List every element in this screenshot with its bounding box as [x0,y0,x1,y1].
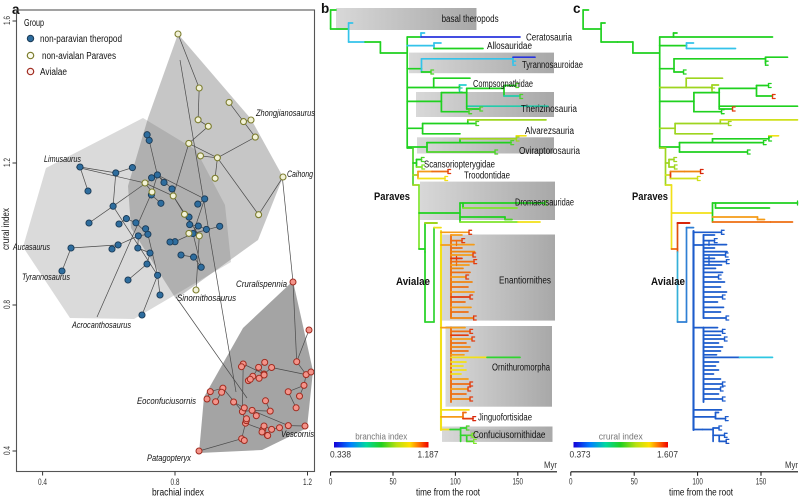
svg-text:Myr: Myr [544,460,557,471]
svg-text:Oviraptorosauria: Oviraptorosauria [519,146,580,157]
svg-text:Tyrannosauroidae: Tyrannosauroidae [522,60,583,71]
svg-text:Vescornis: Vescornis [281,429,314,440]
svg-text:Scansoriopterygidae: Scansoriopterygidae [424,160,495,171]
svg-text:Alvarezsauria: Alvarezsauria [525,126,574,137]
svg-text:Ornithuromorpha: Ornithuromorpha [492,363,550,374]
svg-text:0.373: 0.373 [570,450,591,461]
svg-text:Group: Group [24,17,44,29]
svg-text:crural index: crural index [599,432,643,443]
svg-text:50: 50 [390,476,397,487]
svg-text:Aucasaurus: Aucasaurus [12,242,50,253]
svg-text:b: b [321,1,329,16]
svg-text:0.4: 0.4 [38,477,47,487]
svg-text:Allosauridae: Allosauridae [487,41,532,52]
svg-text:Enantiornithes: Enantiornithes [499,276,551,287]
svg-text:1.2: 1.2 [2,158,12,167]
svg-text:Avialae: Avialae [40,67,67,78]
svg-text:time from the root: time from the root [416,488,480,499]
svg-text:1.6: 1.6 [2,16,12,25]
svg-text:c: c [573,1,581,16]
svg-text:Limusaurus: Limusaurus [44,154,81,165]
svg-text:basal theropods: basal theropods [442,14,499,25]
svg-text:branchia index: branchia index [355,432,407,443]
svg-text:1.187: 1.187 [418,450,439,461]
svg-text:0.338: 0.338 [330,450,351,461]
svg-text:50: 50 [631,476,638,487]
svg-text:Avialae: Avialae [651,276,685,288]
svg-text:Zhongjianosaurus: Zhongjianosaurus [255,108,315,119]
svg-text:Ceratosauria: Ceratosauria [526,33,572,44]
svg-text:0.4: 0.4 [2,446,12,455]
svg-text:0.8: 0.8 [2,300,12,309]
svg-text:Cruralispennia: Cruralispennia [236,279,287,290]
svg-text:Patagopteryx: Patagopteryx [147,453,192,464]
svg-text:150: 150 [756,476,767,487]
svg-text:Dromaeosauridae: Dromaeosauridae [515,198,574,209]
svg-text:100: 100 [692,476,703,487]
svg-text:crural index: crural index [1,208,12,250]
svg-text:Eoconfuciusornis: Eoconfuciusornis [137,396,196,407]
svg-text:Paraves: Paraves [374,191,410,203]
svg-text:non-paravian theropod: non-paravian theropod [40,34,122,45]
svg-text:Avialae: Avialae [396,276,430,288]
svg-text:Confuciusornithidae: Confuciusornithidae [473,430,546,441]
svg-text:0: 0 [569,476,573,487]
svg-text:Tyrannosaurus: Tyrannosaurus [22,272,70,283]
svg-text:Jinguofortisidae: Jinguofortisidae [478,413,532,424]
svg-text:Caihong: Caihong [287,169,314,180]
svg-text:150: 150 [513,476,524,487]
svg-text:100: 100 [450,476,461,487]
svg-text:0.8: 0.8 [171,477,180,487]
svg-text:0: 0 [329,476,333,487]
svg-text:brachial index: brachial index [152,488,204,499]
svg-text:Acrocanthosaurus: Acrocanthosaurus [71,320,131,331]
svg-text:1.607: 1.607 [657,450,678,461]
svg-text:time from the root: time from the root [669,488,733,499]
svg-text:1.2: 1.2 [303,477,312,487]
svg-text:Sinornithosaurus: Sinornithosaurus [177,293,236,304]
svg-text:Myr: Myr [785,460,798,471]
svg-text:Paraves: Paraves [632,191,668,203]
svg-text:Therizinosauria: Therizinosauria [521,104,577,115]
svg-text:Troodontidae: Troodontidae [464,171,510,182]
svg-text:Compsognathidae: Compsognathidae [473,79,533,90]
svg-text:non-avialan Paraves: non-avialan Paraves [42,51,116,62]
